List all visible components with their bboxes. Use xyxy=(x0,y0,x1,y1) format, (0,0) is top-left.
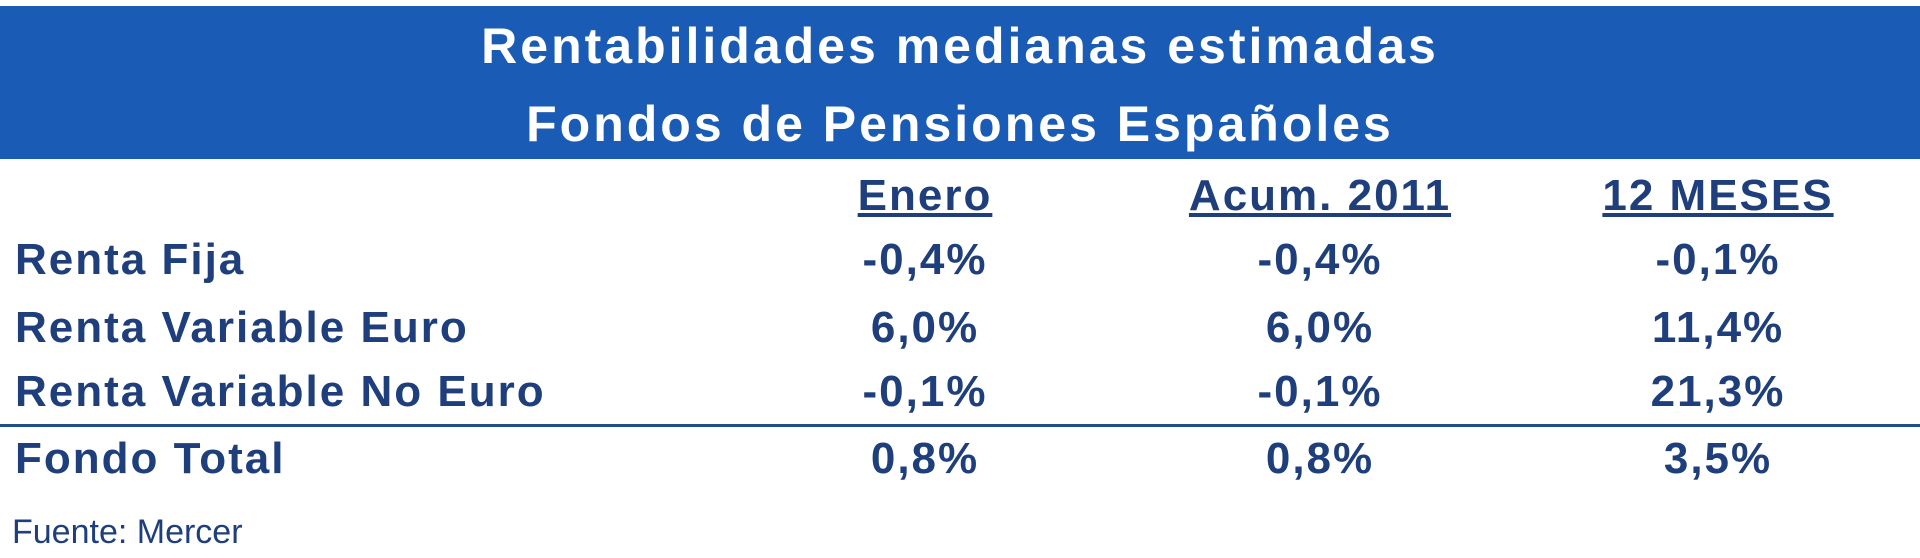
column-header: Enero xyxy=(857,171,993,220)
title-line: Fondos de Pensiones Españoles xyxy=(526,96,1394,152)
row-label: Renta Variable Euro xyxy=(15,303,469,352)
cell-value: -0,1% xyxy=(1257,367,1383,416)
cell-value: 21,3% xyxy=(1650,367,1786,416)
cell-value: -0,4% xyxy=(1257,235,1383,284)
cell-value: 6,0% xyxy=(1265,303,1375,352)
cell-value: 11,4% xyxy=(1651,303,1785,352)
title-banner: Rentabilidades medianas estimadas Fondos… xyxy=(0,6,1920,159)
cell-value: 6,0% xyxy=(870,303,980,352)
cell-value: 0,8% xyxy=(1265,434,1375,483)
total-separator xyxy=(0,424,1920,427)
row-label: Renta Fija xyxy=(15,235,246,284)
row-label: Renta Variable No Euro xyxy=(15,367,546,416)
title-line: Rentabilidades medianas estimadas xyxy=(481,18,1439,74)
column-header: 12 MESES xyxy=(1602,171,1834,220)
cell-value: -0,1% xyxy=(862,367,988,416)
cell-value: -0,4% xyxy=(862,235,988,284)
cell-value: 3,5% xyxy=(1663,434,1773,483)
cell-value: 0,8% xyxy=(870,434,980,483)
row-label: Fondo Total xyxy=(15,434,286,483)
source-note: Fuente: Mercer xyxy=(12,513,243,551)
column-header: Acum. 2011 xyxy=(1188,171,1452,220)
cell-value: -0,1% xyxy=(1655,235,1781,284)
